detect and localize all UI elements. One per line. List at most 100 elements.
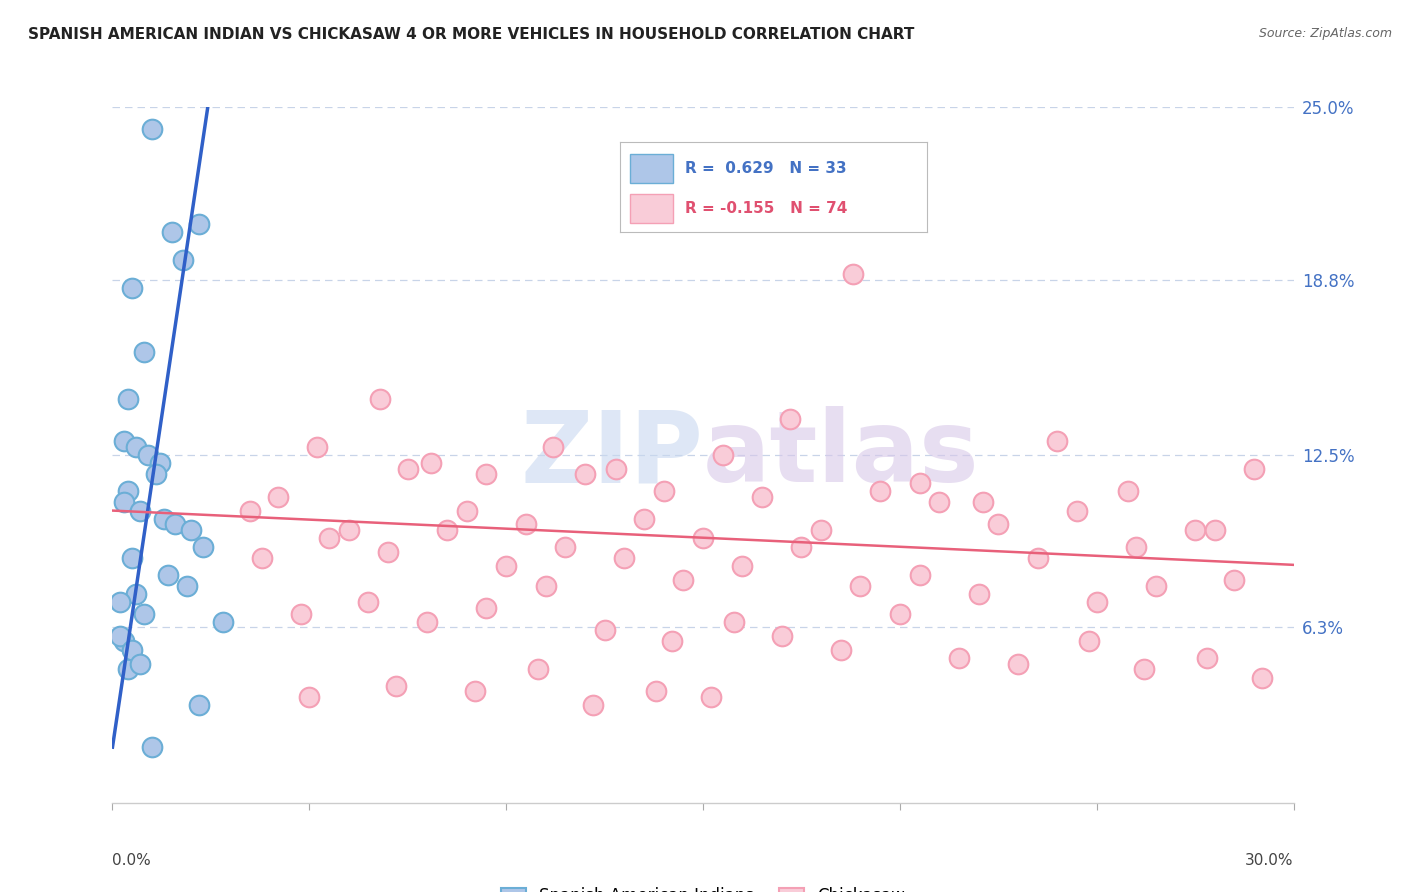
Point bbox=[534, 579, 557, 593]
Point bbox=[211, 615, 233, 629]
Point bbox=[129, 503, 152, 517]
Point bbox=[1077, 634, 1099, 648]
Point bbox=[141, 740, 163, 755]
Point bbox=[849, 579, 872, 593]
Point bbox=[172, 253, 194, 268]
Point bbox=[110, 595, 132, 609]
Point bbox=[731, 559, 754, 574]
Point bbox=[112, 495, 135, 509]
Point bbox=[141, 122, 163, 136]
Point bbox=[1026, 550, 1049, 565]
Point bbox=[1085, 595, 1108, 609]
Point bbox=[357, 595, 380, 609]
Point bbox=[644, 684, 666, 698]
Point bbox=[770, 629, 793, 643]
Point bbox=[125, 587, 148, 601]
Point bbox=[290, 607, 312, 621]
Point bbox=[132, 345, 155, 359]
Bar bbox=[630, 153, 672, 183]
Point bbox=[633, 512, 655, 526]
Point bbox=[948, 651, 970, 665]
Point bbox=[554, 540, 576, 554]
Point bbox=[121, 281, 143, 295]
Point bbox=[908, 567, 931, 582]
Point bbox=[928, 495, 950, 509]
Point bbox=[117, 662, 139, 676]
Point bbox=[377, 545, 399, 559]
Point bbox=[1195, 651, 1218, 665]
Point bbox=[180, 523, 202, 537]
Point bbox=[145, 467, 167, 482]
Point bbox=[152, 512, 174, 526]
Point bbox=[574, 467, 596, 482]
Point bbox=[711, 448, 734, 462]
Point bbox=[1066, 503, 1088, 517]
Point bbox=[723, 615, 745, 629]
Point bbox=[692, 532, 714, 546]
Point bbox=[420, 456, 443, 470]
Point bbox=[967, 587, 990, 601]
Point bbox=[495, 559, 517, 574]
Point bbox=[613, 550, 636, 565]
Point bbox=[156, 567, 179, 582]
Point bbox=[810, 523, 832, 537]
Point bbox=[110, 629, 132, 643]
Text: ZIP: ZIP bbox=[520, 407, 703, 503]
Point bbox=[700, 690, 723, 704]
Point bbox=[889, 607, 911, 621]
Point bbox=[1184, 523, 1206, 537]
Point bbox=[841, 267, 863, 281]
Point bbox=[526, 662, 548, 676]
Point bbox=[475, 601, 498, 615]
Point bbox=[1133, 662, 1156, 676]
Point bbox=[112, 434, 135, 448]
Point bbox=[751, 490, 773, 504]
Point bbox=[672, 573, 695, 587]
Point bbox=[112, 634, 135, 648]
Text: 30.0%: 30.0% bbox=[1246, 853, 1294, 868]
Point bbox=[267, 490, 290, 504]
Point bbox=[298, 690, 321, 704]
Point bbox=[1223, 573, 1246, 587]
Text: atlas: atlas bbox=[703, 407, 980, 503]
Point bbox=[176, 579, 198, 593]
Point bbox=[661, 634, 683, 648]
Point bbox=[149, 456, 172, 470]
Point bbox=[160, 225, 183, 239]
Point bbox=[188, 698, 211, 713]
Point bbox=[368, 392, 391, 407]
Point bbox=[121, 550, 143, 565]
Point bbox=[1116, 484, 1139, 499]
Point bbox=[416, 615, 439, 629]
Point bbox=[1144, 579, 1167, 593]
Point bbox=[987, 517, 1010, 532]
Point bbox=[582, 698, 605, 713]
Point bbox=[385, 679, 408, 693]
Point bbox=[129, 657, 152, 671]
Point bbox=[121, 642, 143, 657]
Point bbox=[790, 540, 813, 554]
Point bbox=[515, 517, 537, 532]
Point bbox=[396, 462, 419, 476]
Point bbox=[117, 484, 139, 499]
Text: 0.0%: 0.0% bbox=[112, 853, 152, 868]
Point bbox=[307, 440, 329, 454]
Point bbox=[436, 523, 458, 537]
Point bbox=[972, 495, 994, 509]
Point bbox=[830, 642, 852, 657]
Point bbox=[779, 411, 801, 425]
Point bbox=[652, 484, 675, 499]
Point bbox=[908, 475, 931, 490]
Text: SPANISH AMERICAN INDIAN VS CHICKASAW 4 OR MORE VEHICLES IN HOUSEHOLD CORRELATION: SPANISH AMERICAN INDIAN VS CHICKASAW 4 O… bbox=[28, 27, 914, 42]
Point bbox=[475, 467, 498, 482]
Point bbox=[188, 217, 211, 231]
Point bbox=[1007, 657, 1029, 671]
Legend: Spanish American Indians, Chickasaw: Spanish American Indians, Chickasaw bbox=[494, 880, 912, 892]
Point bbox=[456, 503, 478, 517]
Text: R = -0.155   N = 74: R = -0.155 N = 74 bbox=[685, 202, 848, 216]
Point bbox=[125, 440, 148, 454]
Point bbox=[1204, 523, 1226, 537]
Text: R =  0.629   N = 33: R = 0.629 N = 33 bbox=[685, 161, 846, 176]
Point bbox=[1251, 671, 1274, 685]
Text: Source: ZipAtlas.com: Source: ZipAtlas.com bbox=[1258, 27, 1392, 40]
